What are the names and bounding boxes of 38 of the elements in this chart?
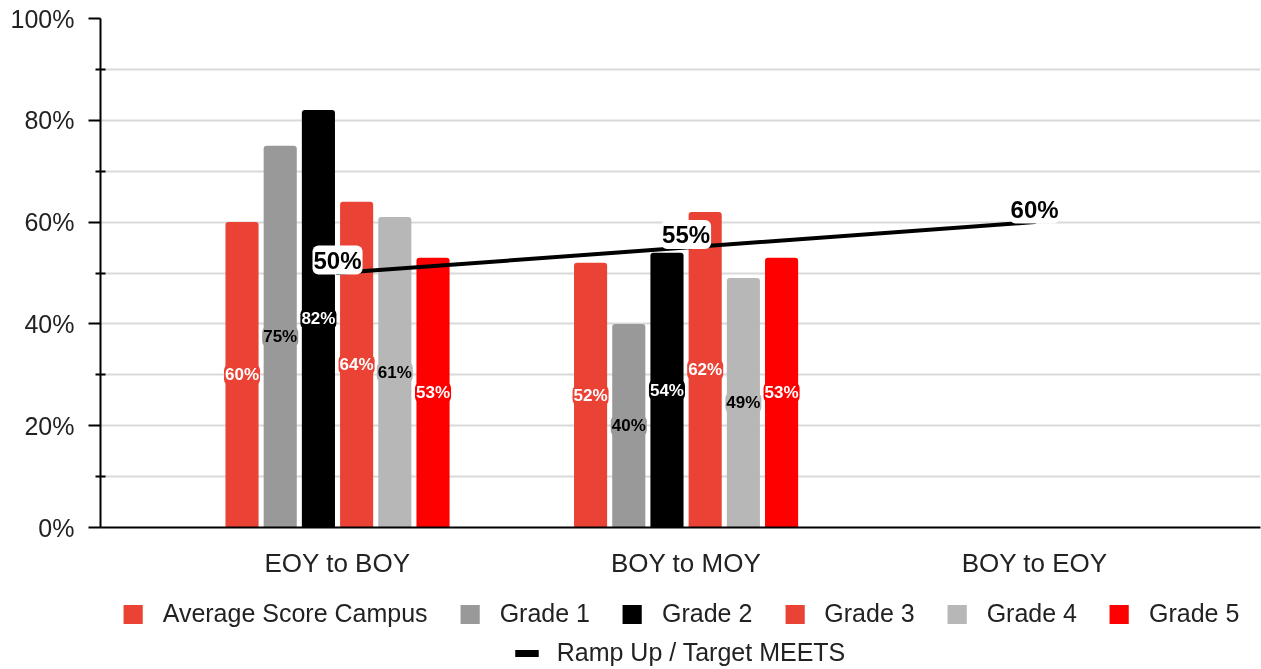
- data-label: 55%: [662, 221, 711, 249]
- bar: [416, 257, 450, 528]
- data-label: 75%: [263, 327, 298, 347]
- x-tick-label: BOY to EOY: [961, 547, 1108, 578]
- data-label: 61%: [377, 362, 412, 382]
- data-label: 60%: [1010, 195, 1059, 223]
- data-label: 50%: [313, 246, 362, 274]
- y-tick-label: 60%: [24, 208, 75, 237]
- bar: [225, 222, 259, 528]
- y-tick-label: 20%: [24, 411, 75, 440]
- x-tick-label: BOY to MOY: [610, 547, 761, 578]
- x-tick-label: EOY to BOY: [264, 547, 411, 578]
- data-label: 53%: [764, 383, 799, 403]
- bar: [378, 217, 412, 528]
- legend-label: Grade 4: [986, 599, 1077, 628]
- data-label: 54%: [649, 380, 684, 400]
- y-tick-label: 100%: [10, 4, 75, 33]
- data-label: 64%: [339, 355, 374, 375]
- legend-label: Ramp Up / Target MEETS: [556, 638, 846, 667]
- data-label: 62%: [688, 360, 723, 380]
- data-label: 52%: [573, 385, 608, 405]
- data-label: 49%: [726, 393, 761, 413]
- bar: [726, 278, 760, 528]
- data-label: 60%: [225, 365, 260, 385]
- y-tick-label: 0%: [38, 513, 75, 542]
- data-label: 40%: [611, 416, 646, 436]
- data-label: 82%: [301, 309, 336, 329]
- y-tick-label: 40%: [24, 309, 75, 338]
- legend-label: Grade 2: [661, 599, 753, 628]
- data-label: 53%: [416, 383, 451, 403]
- bar: [765, 257, 799, 528]
- legend-label: Grade 1: [499, 599, 590, 628]
- legend-label: Grade 3: [824, 599, 915, 628]
- legend-label: Average Score Campus: [162, 599, 428, 628]
- bar: [263, 145, 297, 528]
- bar: [574, 262, 608, 528]
- legend-label: Grade 5: [1149, 599, 1240, 628]
- y-tick-label: 80%: [24, 106, 75, 135]
